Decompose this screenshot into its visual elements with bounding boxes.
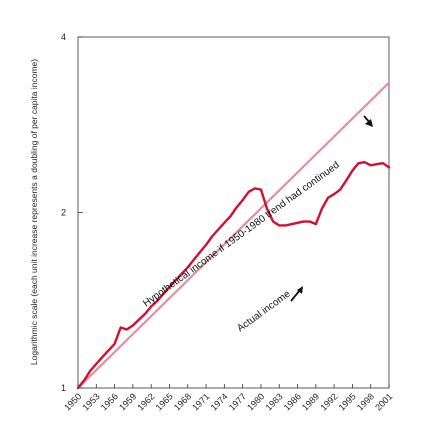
x-axis-tick-label-11: 1983: [263, 391, 284, 412]
y-axis-ticks: 1 2 4: [61, 32, 83, 393]
actual-income-arrow-icon: [290, 286, 303, 302]
series-layer: [76, 81, 391, 390]
actual-income-line: [76, 160, 391, 390]
x-axis-tick-label-0: 1950: [62, 391, 83, 412]
x-axis-tick-label-12: 1986: [282, 391, 303, 412]
y-axis-label: Logarithmic scale (each unit increase re…: [29, 59, 39, 365]
x-axis-tick-label-7: 1971: [190, 391, 211, 412]
x-axis-tick-label-3: 1959: [117, 391, 138, 412]
hypothetical-arrow-icon: [363, 115, 373, 127]
y-axis-tick-label-2: 4: [61, 32, 66, 42]
hypothetical-annotation: Hypothetical income if 1950-1980 trend h…: [141, 160, 341, 310]
y-axis-tick-label-0: 1: [61, 383, 66, 393]
actual-income-annotation: Actual income: [235, 288, 293, 334]
y-axis-label-group: Logarithmic scale (each unit increase re…: [29, 59, 39, 365]
x-axis-tick-label-6: 1968: [172, 391, 193, 412]
x-axis-tick-label-8: 1974: [209, 391, 230, 412]
x-axis-tick-label-5: 1965: [154, 391, 175, 412]
x-axis-tick-label-14: 1992: [318, 391, 339, 412]
x-axis-tick-label-10: 1980: [245, 391, 266, 412]
x-axis-tick-label-9: 1977: [227, 391, 248, 412]
x-axis-tick-label-17: 2001: [373, 391, 394, 412]
x-axis-tick-label-2: 1956: [99, 391, 120, 412]
x-axis-tick-label-16: 1998: [355, 391, 376, 412]
x-axis-tick-label-13: 1989: [300, 391, 321, 412]
y-axis-tick-label-1: 2: [61, 208, 66, 218]
x-axis-tick-label-15: 1995: [337, 391, 358, 412]
x-axis-tick-label-1: 1953: [80, 391, 101, 412]
x-axis-tick-label-4: 1962: [135, 391, 156, 412]
hypothetical-income-line: [76, 81, 391, 390]
annotation-layer: Hypothetical income if 1950-1980 trend h…: [141, 115, 373, 334]
